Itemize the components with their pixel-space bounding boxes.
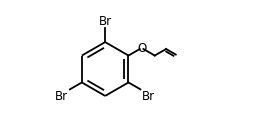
Text: Br: Br: [99, 15, 112, 28]
Text: O: O: [137, 43, 146, 55]
Text: Br: Br: [55, 91, 68, 104]
Text: Br: Br: [142, 91, 155, 104]
